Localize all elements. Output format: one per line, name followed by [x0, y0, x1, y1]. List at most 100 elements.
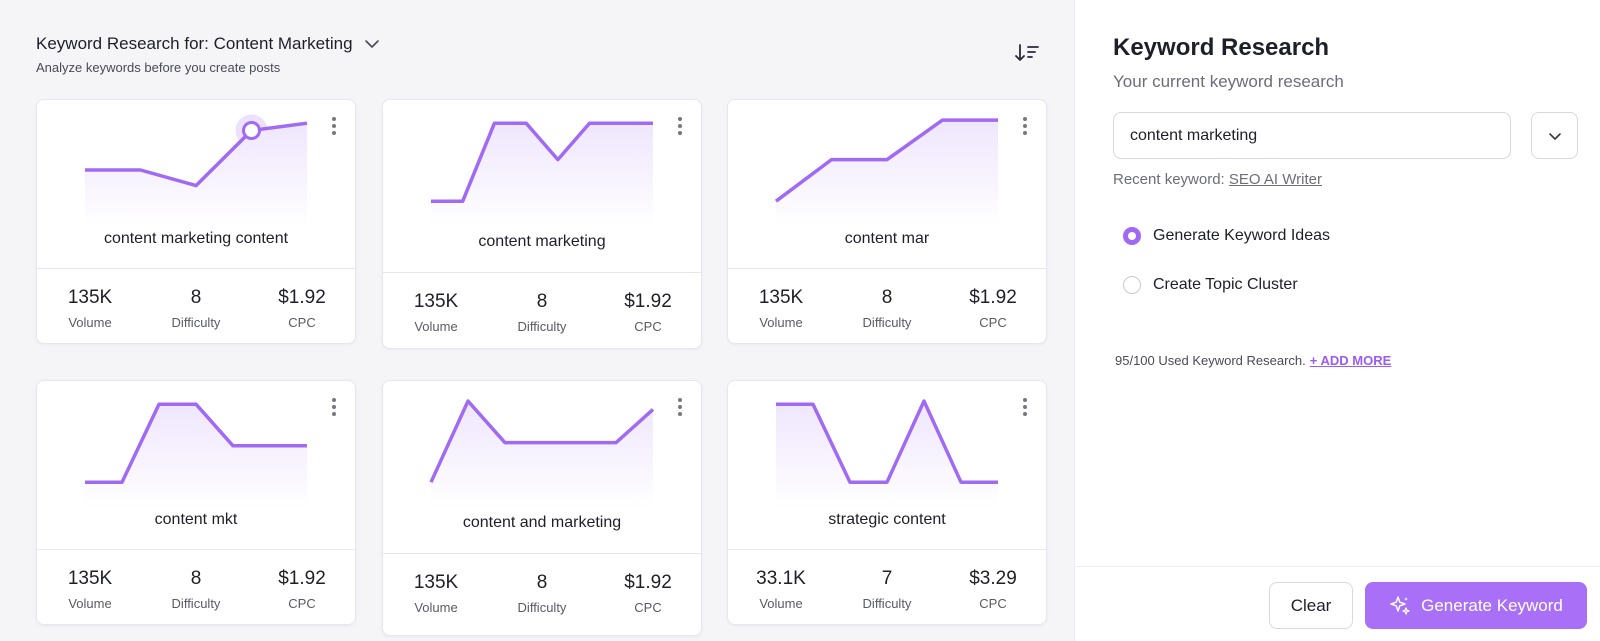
volume-value: 135K — [67, 568, 113, 589]
keyword-label: strategic content — [828, 511, 946, 528]
trend-line — [85, 121, 308, 188]
keyword-stats: 135K Volume 8 Difficulty $1.92 CPC — [37, 568, 355, 611]
card-divider — [383, 272, 701, 273]
stat-volume: 135K Volume — [728, 287, 834, 330]
stat-difficulty: 8 Difficulty — [143, 568, 249, 611]
page-title: Keyword Research for: Content Marketing — [36, 34, 353, 53]
more-options-icon[interactable] — [677, 116, 683, 136]
cpc-value: $1.92 — [278, 568, 326, 589]
stat-volume: 135K Volume — [37, 287, 143, 330]
trend-area — [776, 401, 998, 509]
volume-label: Volume — [414, 600, 458, 615]
more-options-icon[interactable] — [677, 397, 683, 417]
keyword-label: content mar — [844, 230, 930, 247]
cpc-label: CPC — [979, 315, 1007, 330]
difficulty-label: Difficulty — [862, 315, 912, 330]
trend-area — [431, 123, 653, 228]
keyword-stats: 135K Volume 8 Difficulty $1.92 CPC — [37, 287, 355, 330]
trend-sparkline — [85, 114, 308, 228]
more-options-icon[interactable] — [331, 116, 337, 136]
recent-keyword-label: Recent keyword: — [1113, 171, 1225, 188]
trend-line — [85, 402, 307, 484]
card-divider — [728, 549, 1046, 550]
trend-line — [776, 399, 998, 484]
keyword-card[interactable]: content and marketing 135K Volume 8 Difficul… — [382, 380, 702, 636]
trend-sparkline — [429, 399, 655, 509]
keyword-card[interactable]: strategic content 33.1K Volume 7 Difficulty $… — [727, 380, 1047, 625]
cpc-label: CPC — [634, 319, 662, 334]
option-generate-keyword-ideas[interactable]: Generate Keyword Ideas — [1123, 227, 1330, 245]
option-create-topic-cluster[interactable]: Create Topic Cluster — [1123, 276, 1298, 294]
radio-unselected-icon[interactable] — [1123, 276, 1141, 294]
difficulty-label: Difficulty — [171, 315, 221, 330]
stat-cpc: $1.92 CPC — [940, 287, 1046, 330]
volume-label: Volume — [68, 596, 112, 611]
generate-keyword-label: Generate Keyword — [1421, 595, 1563, 615]
keyword-card[interactable]: content marketing content 135K Volume 8 Diff… — [36, 99, 356, 344]
cpc-label: CPC — [288, 315, 316, 330]
keyword-stats: 135K Volume 8 Difficulty $1.92 CPC — [728, 287, 1046, 330]
volume-label: Volume — [759, 315, 803, 330]
cpc-value: $3.29 — [969, 568, 1017, 589]
cpc-label: CPC — [288, 596, 316, 611]
keyword-input[interactable] — [1113, 112, 1511, 159]
radio-selected-icon[interactable] — [1123, 227, 1141, 245]
difficulty-value: 8 — [536, 572, 548, 593]
keyword-stats: 33.1K Volume 7 Difficulty $3.29 CPC — [728, 568, 1046, 611]
card-divider — [37, 268, 355, 269]
volume-label: Volume — [759, 596, 803, 611]
keyword-research-panel: Keyword Research Your current keyword re… — [1074, 0, 1600, 641]
keyword-stats: 135K Volume 8 Difficulty $1.92 CPC — [383, 291, 701, 334]
stat-cpc: $1.92 CPC — [595, 291, 701, 334]
cpc-value: $1.92 — [969, 287, 1017, 308]
stat-difficulty: 8 Difficulty — [489, 572, 595, 615]
stat-cpc: $3.29 CPC — [940, 568, 1046, 611]
add-more-link[interactable]: + ADD MORE — [1309, 353, 1392, 368]
difficulty-value: 8 — [190, 287, 202, 308]
keyword-selector[interactable]: Keyword Research for: Content Marketing — [36, 34, 381, 54]
stat-difficulty: 8 Difficulty — [489, 291, 595, 334]
keyword-card[interactable]: content mar 135K Volume 8 Difficulty $1.92 CPC — [727, 99, 1047, 344]
clear-button[interactable]: Clear — [1269, 582, 1353, 629]
more-options-icon[interactable] — [331, 397, 337, 417]
keyword-label: content marketing content — [103, 230, 289, 247]
volume-value: 135K — [67, 287, 113, 308]
difficulty-value: 7 — [881, 568, 893, 589]
page-subtitle: Analyze keywords before you create posts — [36, 60, 281, 75]
usage-text: 95/100 Used Keyword Research. — [1115, 353, 1306, 368]
keyword-card[interactable]: content marketing 135K Volume 8 Difficulty $1… — [382, 99, 702, 349]
recent-keyword-link[interactable]: SEO AI Writer — [1228, 171, 1322, 188]
card-divider — [37, 549, 355, 550]
keyword-stats: 135K Volume 8 Difficulty $1.92 CPC — [383, 572, 701, 615]
volume-label: Volume — [414, 319, 458, 334]
keyword-label: content and marketing — [462, 514, 622, 531]
more-options-icon[interactable] — [1022, 397, 1028, 417]
volume-label: Volume — [68, 315, 112, 330]
recent-keyword: Recent keyword: SEO AI Writer — [1113, 171, 1322, 188]
panel-subtitle: Your current keyword research — [1113, 72, 1344, 91]
stat-volume: 135K Volume — [383, 291, 489, 334]
cpc-value: $1.92 — [624, 572, 672, 593]
keyword-dropdown-button[interactable] — [1531, 112, 1578, 159]
trend-area — [776, 120, 998, 228]
stat-volume: 135K Volume — [383, 572, 489, 615]
card-divider — [728, 268, 1046, 269]
difficulty-value: 8 — [881, 287, 893, 308]
stat-difficulty: 7 Difficulty — [834, 568, 940, 611]
difficulty-label: Difficulty — [862, 596, 912, 611]
more-options-icon[interactable] — [1022, 116, 1028, 136]
keyword-label: content mkt — [154, 511, 238, 528]
option-label: Create Topic Cluster — [1153, 276, 1298, 293]
stat-cpc: $1.92 CPC — [249, 568, 355, 611]
volume-value: 135K — [413, 572, 459, 593]
cpc-value: $1.92 — [278, 287, 326, 308]
sort-descending-icon[interactable] — [1014, 42, 1040, 64]
trend-sparkline — [85, 402, 307, 509]
keyword-card[interactable]: content mkt 135K Volume 8 Difficulty $1.92 CPC — [36, 380, 356, 625]
generate-keyword-button[interactable]: Generate Keyword — [1365, 582, 1587, 629]
trend-sparkline — [774, 118, 998, 228]
stat-volume: 135K Volume — [37, 568, 143, 611]
panel-title: Keyword Research — [1113, 34, 1330, 61]
chevron-down-icon[interactable] — [363, 35, 381, 53]
option-label: Generate Keyword Ideas — [1153, 227, 1330, 244]
